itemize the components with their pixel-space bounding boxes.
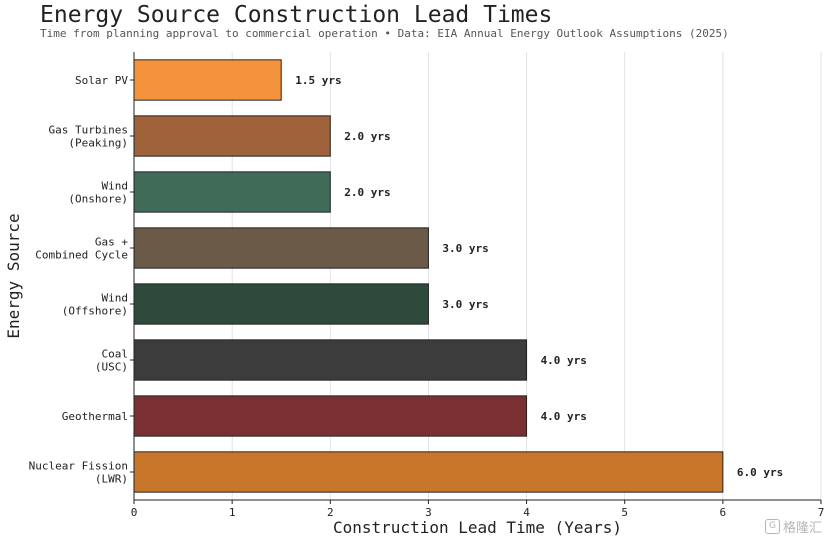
x-tick-label: 3 — [425, 506, 432, 519]
logo-g-icon: G — [764, 519, 780, 534]
y-tick-label: Solar PV — [75, 74, 128, 87]
bar — [133, 283, 429, 325]
bar-value-label: 6.0 yrs — [737, 466, 783, 479]
y-tick-label: Nuclear Fission (LWR) — [29, 460, 128, 486]
bar — [133, 171, 331, 213]
y-axis-title: Energy Source — [4, 213, 23, 338]
bar-value-label: 2.0 yrs — [344, 186, 390, 199]
bar-value-labels: 1.5 yrs 2.0 yrs 2.0 yrs 3.0 yrs 3.0 yrs 4.0 y… — [295, 74, 783, 479]
y-tick-label: Coal (USC) — [95, 348, 128, 374]
bars — [133, 59, 724, 493]
bar — [133, 395, 528, 437]
bar-value-label: 1.5 yrs — [295, 74, 341, 87]
y-tick-label: Wind (Onshore) — [68, 180, 128, 206]
bar-value-label: 4.0 yrs — [541, 410, 587, 423]
bar — [133, 115, 331, 157]
x-tick-labels: 0 1 2 3 4 5 6 7 — [131, 500, 825, 519]
x-tick-label: 4 — [523, 506, 530, 519]
x-axis-title: Construction Lead Time (Years) — [333, 518, 622, 537]
bar-value-label: 2.0 yrs — [344, 130, 390, 143]
chart-subtitle: Time from planning approval to commercia… — [40, 27, 729, 40]
x-tick-label: 2 — [327, 506, 334, 519]
bar — [133, 451, 724, 493]
bar — [133, 59, 282, 101]
y-tick-labels: Solar PV Gas Turbines (Peaking) Wind (Onshor… — [29, 74, 134, 486]
x-tick-label: 0 — [131, 506, 138, 519]
bar — [133, 227, 429, 269]
x-tick-label: 7 — [818, 506, 825, 519]
chart-title: Energy Source Construction Lead Times — [40, 2, 553, 28]
y-tick-label: Gas Turbines (Peaking) — [49, 124, 128, 150]
x-tick-label: 1 — [229, 506, 236, 519]
bar — [133, 339, 528, 381]
y-tick-label: Wind (Offshore) — [62, 292, 128, 318]
watermark-text: 格隆汇 — [782, 521, 822, 536]
x-tick-label: 5 — [621, 506, 628, 519]
bar-value-label: 3.0 yrs — [442, 242, 488, 255]
y-tick-label: Gas + Combined Cycle — [35, 236, 128, 262]
bar-value-label: 3.0 yrs — [442, 298, 488, 311]
x-tick-label: 6 — [720, 506, 727, 519]
bar-value-label: 4.0 yrs — [541, 354, 587, 367]
watermark: G 格隆汇 — [764, 517, 822, 536]
y-tick-label: Geothermal — [62, 410, 128, 423]
